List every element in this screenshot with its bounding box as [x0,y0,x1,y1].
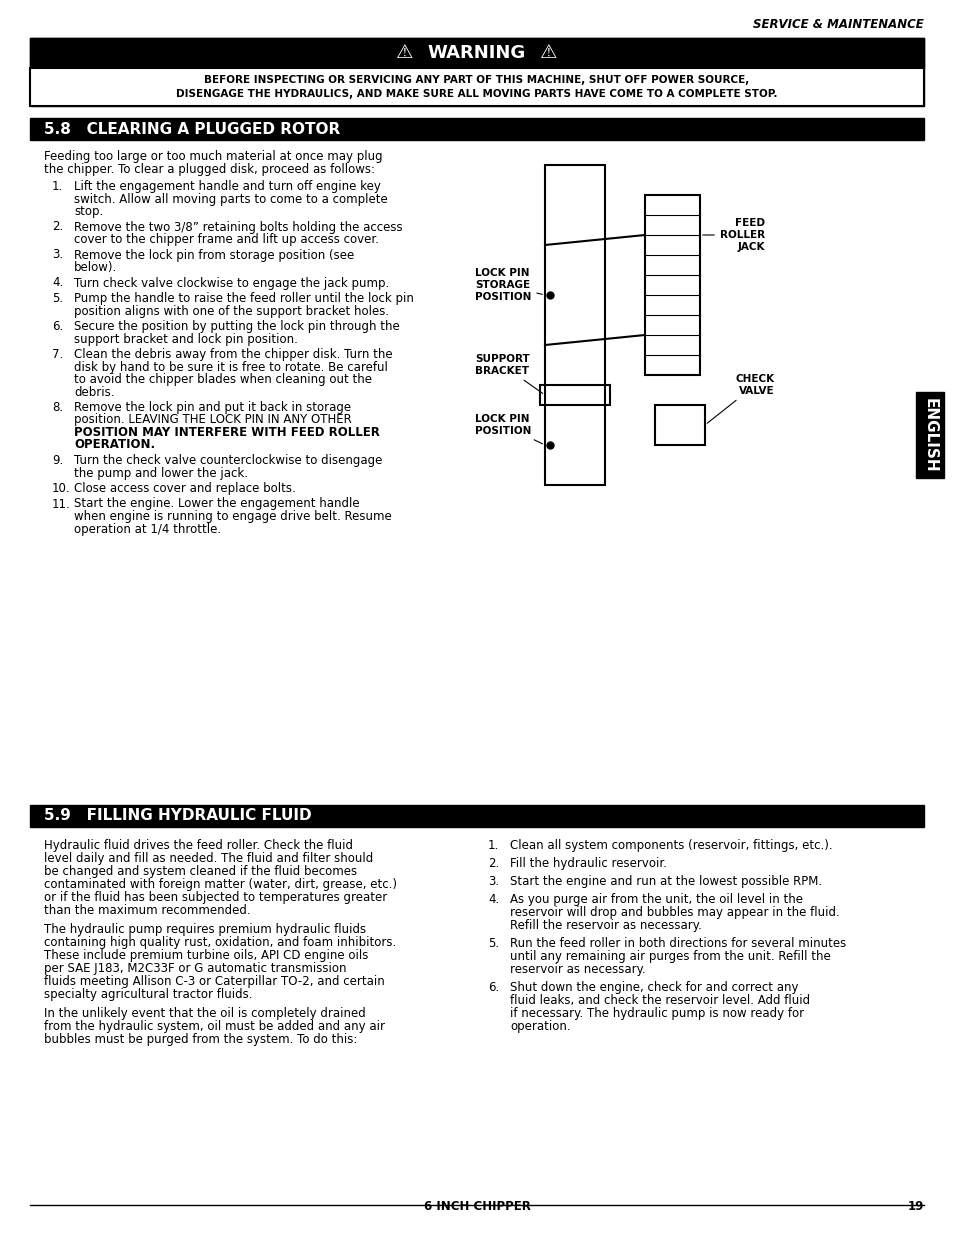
Bar [30,38,923,68]
Text: reservoir will drop and bubbles may appear in the fluid.: reservoir will drop and bubbles may appe… [510,906,839,919]
Text: debris.: debris. [74,385,114,399]
Bar [30,119,923,140]
Text: 5.: 5. [488,937,498,950]
Bar [644,195,700,375]
Text: Hydraulic fluid drives the feed roller. Check the fluid: Hydraulic fluid drives the feed roller. … [44,839,353,852]
Text: Refill the reservoir as necessary.: Refill the reservoir as necessary. [510,919,701,932]
Text: 5.8   CLEARING A PLUGGED ROTOR: 5.8 CLEARING A PLUGGED ROTOR [44,121,340,137]
Text: WARNING: WARNING [428,44,525,62]
Text: Turn the check valve counterclockwise to disengage: Turn the check valve counterclockwise to… [74,454,382,467]
Text: or if the fluid has been subjected to temperatures greater: or if the fluid has been subjected to te… [44,890,387,904]
Text: when engine is running to engage drive belt. Resume: when engine is running to engage drive b… [74,510,392,522]
Text: 5.9   FILLING HYDRAULIC FLUID: 5.9 FILLING HYDRAULIC FLUID [44,809,312,824]
Text: containing high quality rust, oxidation, and foam inhibitors.: containing high quality rust, oxidation,… [44,936,395,948]
Text: until any remaining air purges from the unit. Refill the: until any remaining air purges from the … [510,950,830,963]
Text: 3.: 3. [488,876,498,888]
Text: operation.: operation. [510,1020,570,1032]
Text: Pump the handle to raise the feed roller until the lock pin: Pump the handle to raise the feed roller… [74,291,414,305]
Text: Turn check valve clockwise to engage the jack pump.: Turn check valve clockwise to engage the… [74,277,389,289]
Text: fluid leaks, and check the reservoir level. Add fluid: fluid leaks, and check the reservoir lev… [510,994,809,1007]
Text: 1.: 1. [52,180,63,193]
Text: disk by hand to be sure it is free to rotate. Be careful: disk by hand to be sure it is free to ro… [74,361,388,373]
Text: LOCK PIN
STORAGE
POSITION: LOCK PIN STORAGE POSITION [475,268,541,301]
Text: ⚠: ⚠ [395,43,414,63]
Text: Clean all system components (reservoir, fittings, etc.).: Clean all system components (reservoir, … [510,839,832,852]
Text: per SAE J183, M2C33F or G automatic transmission: per SAE J183, M2C33F or G automatic tran… [44,962,346,974]
Text: 4.: 4. [52,277,63,289]
Text: POSITION MAY INTERFERE WITH FEED ROLLER: POSITION MAY INTERFERE WITH FEED ROLLER [74,426,379,438]
Text: than the maximum recommended.: than the maximum recommended. [44,904,251,918]
Text: The hydraulic pump requires premium hydraulic fluids: The hydraulic pump requires premium hydr… [44,923,366,936]
Text: 7.: 7. [52,348,63,361]
Text: support bracket and lock pin position.: support bracket and lock pin position. [74,332,297,346]
Text: Close access cover and replace bolts.: Close access cover and replace bolts. [74,482,295,495]
Text: contaminated with foreign matter (water, dirt, grease, etc.): contaminated with foreign matter (water,… [44,878,396,890]
Text: Remove the two 3/8” retaining bolts holding the access: Remove the two 3/8” retaining bolts hold… [74,221,402,233]
Text: Lift the engagement handle and turn off engine key: Lift the engagement handle and turn off … [74,180,380,193]
Text: OPERATION.: OPERATION. [74,438,155,452]
Text: 9.: 9. [52,454,63,467]
Text: Start the engine. Lower the engagement handle: Start the engine. Lower the engagement h… [74,498,359,510]
Text: position. LEAVING THE LOCK PIN IN ANY OTHER: position. LEAVING THE LOCK PIN IN ANY OT… [74,414,352,426]
Text: Shut down the engine, check for and correct any: Shut down the engine, check for and corr… [510,981,798,994]
Text: specialty agricultural tractor fluids.: specialty agricultural tractor fluids. [44,988,253,1002]
Text: fluids meeting Allison C-3 or Caterpillar TO-2, and certain: fluids meeting Allison C-3 or Caterpilla… [44,974,384,988]
Text: SUPPORT
BRACKET: SUPPORT BRACKET [475,354,542,394]
Text: 11.: 11. [52,498,71,510]
Text: These include premium turbine oils, API CD engine oils: These include premium turbine oils, API … [44,948,368,962]
Text: ⚠: ⚠ [539,43,558,63]
Text: 3.: 3. [52,248,63,262]
Text: Secure the position by putting the lock pin through the: Secure the position by putting the lock … [74,320,399,333]
Text: SERVICE & MAINTENANCE: SERVICE & MAINTENANCE [753,19,923,31]
Text: Feeding too large or too much material at once may plug: Feeding too large or too much material a… [44,149,382,163]
Text: 6 INCH CHIPPER: 6 INCH CHIPPER [423,1200,530,1213]
Bar [544,165,604,485]
Text: operation at 1/4 throttle.: operation at 1/4 throttle. [74,522,221,536]
Text: As you purge air from the unit, the oil level in the: As you purge air from the unit, the oil … [510,893,802,906]
Text: BEFORE INSPECTING OR SERVICING ANY PART OF THIS MACHINE, SHUT OFF POWER SOURCE,
: BEFORE INSPECTING OR SERVICING ANY PART … [176,75,777,99]
Text: position aligns with one of the support bracket holes.: position aligns with one of the support … [74,305,389,317]
Bar [539,385,609,405]
Text: In the unlikely event that the oil is completely drained: In the unlikely event that the oil is co… [44,1007,365,1020]
Text: Remove the lock pin from storage position (see: Remove the lock pin from storage positio… [74,248,354,262]
Text: 1.: 1. [488,839,498,852]
Text: Start the engine and run at the lowest possible RPM.: Start the engine and run at the lowest p… [510,876,821,888]
Bar [30,68,923,106]
Text: 2.: 2. [488,857,498,869]
Text: Fill the hydraulic reservoir.: Fill the hydraulic reservoir. [510,857,666,869]
Text: FEED
ROLLER
JACK: FEED ROLLER JACK [702,219,764,252]
Text: switch. Allow all moving parts to come to a complete: switch. Allow all moving parts to come t… [74,193,387,205]
Text: 8.: 8. [52,401,63,414]
Text: 4.: 4. [488,893,498,906]
Text: 19: 19 [906,1200,923,1213]
Text: bubbles must be purged from the system. To do this:: bubbles must be purged from the system. … [44,1032,357,1046]
Text: reservoir as necessary.: reservoir as necessary. [510,963,645,976]
Text: cover to the chipper frame and lift up access cover.: cover to the chipper frame and lift up a… [74,233,378,246]
Text: LOCK PIN
POSITION: LOCK PIN POSITION [475,414,542,443]
Text: the chipper. To clear a plugged disk, proceed as follows:: the chipper. To clear a plugged disk, pr… [44,163,375,177]
Text: ENGLISH: ENGLISH [922,398,937,472]
Text: below).: below). [74,261,117,274]
Text: CHECK
VALVE: CHECK VALVE [706,374,774,424]
Text: from the hydraulic system, oil must be added and any air: from the hydraulic system, oil must be a… [44,1020,385,1032]
Text: stop.: stop. [74,205,103,219]
Text: 10.: 10. [52,482,71,495]
Text: Clean the debris away from the chipper disk. Turn the: Clean the debris away from the chipper d… [74,348,393,361]
Bar [30,38,923,106]
Text: Remove the lock pin and put it back in storage: Remove the lock pin and put it back in s… [74,401,351,414]
Text: be changed and system cleaned if the fluid becomes: be changed and system cleaned if the flu… [44,864,356,878]
Text: if necessary. The hydraulic pump is now ready for: if necessary. The hydraulic pump is now … [510,1007,803,1020]
Text: 2.: 2. [52,221,63,233]
Bar [655,405,704,445]
Text: level daily and fill as needed. The fluid and filter should: level daily and fill as needed. The flui… [44,852,373,864]
Text: Run the feed roller in both directions for several minutes: Run the feed roller in both directions f… [510,937,845,950]
Text: 6.: 6. [488,981,498,994]
Bar [30,805,923,827]
Text: to avoid the chipper blades when cleaning out the: to avoid the chipper blades when cleanin… [74,373,372,387]
Text: 5.: 5. [52,291,63,305]
Text: the pump and lower the jack.: the pump and lower the jack. [74,467,248,479]
Text: 6.: 6. [52,320,63,333]
